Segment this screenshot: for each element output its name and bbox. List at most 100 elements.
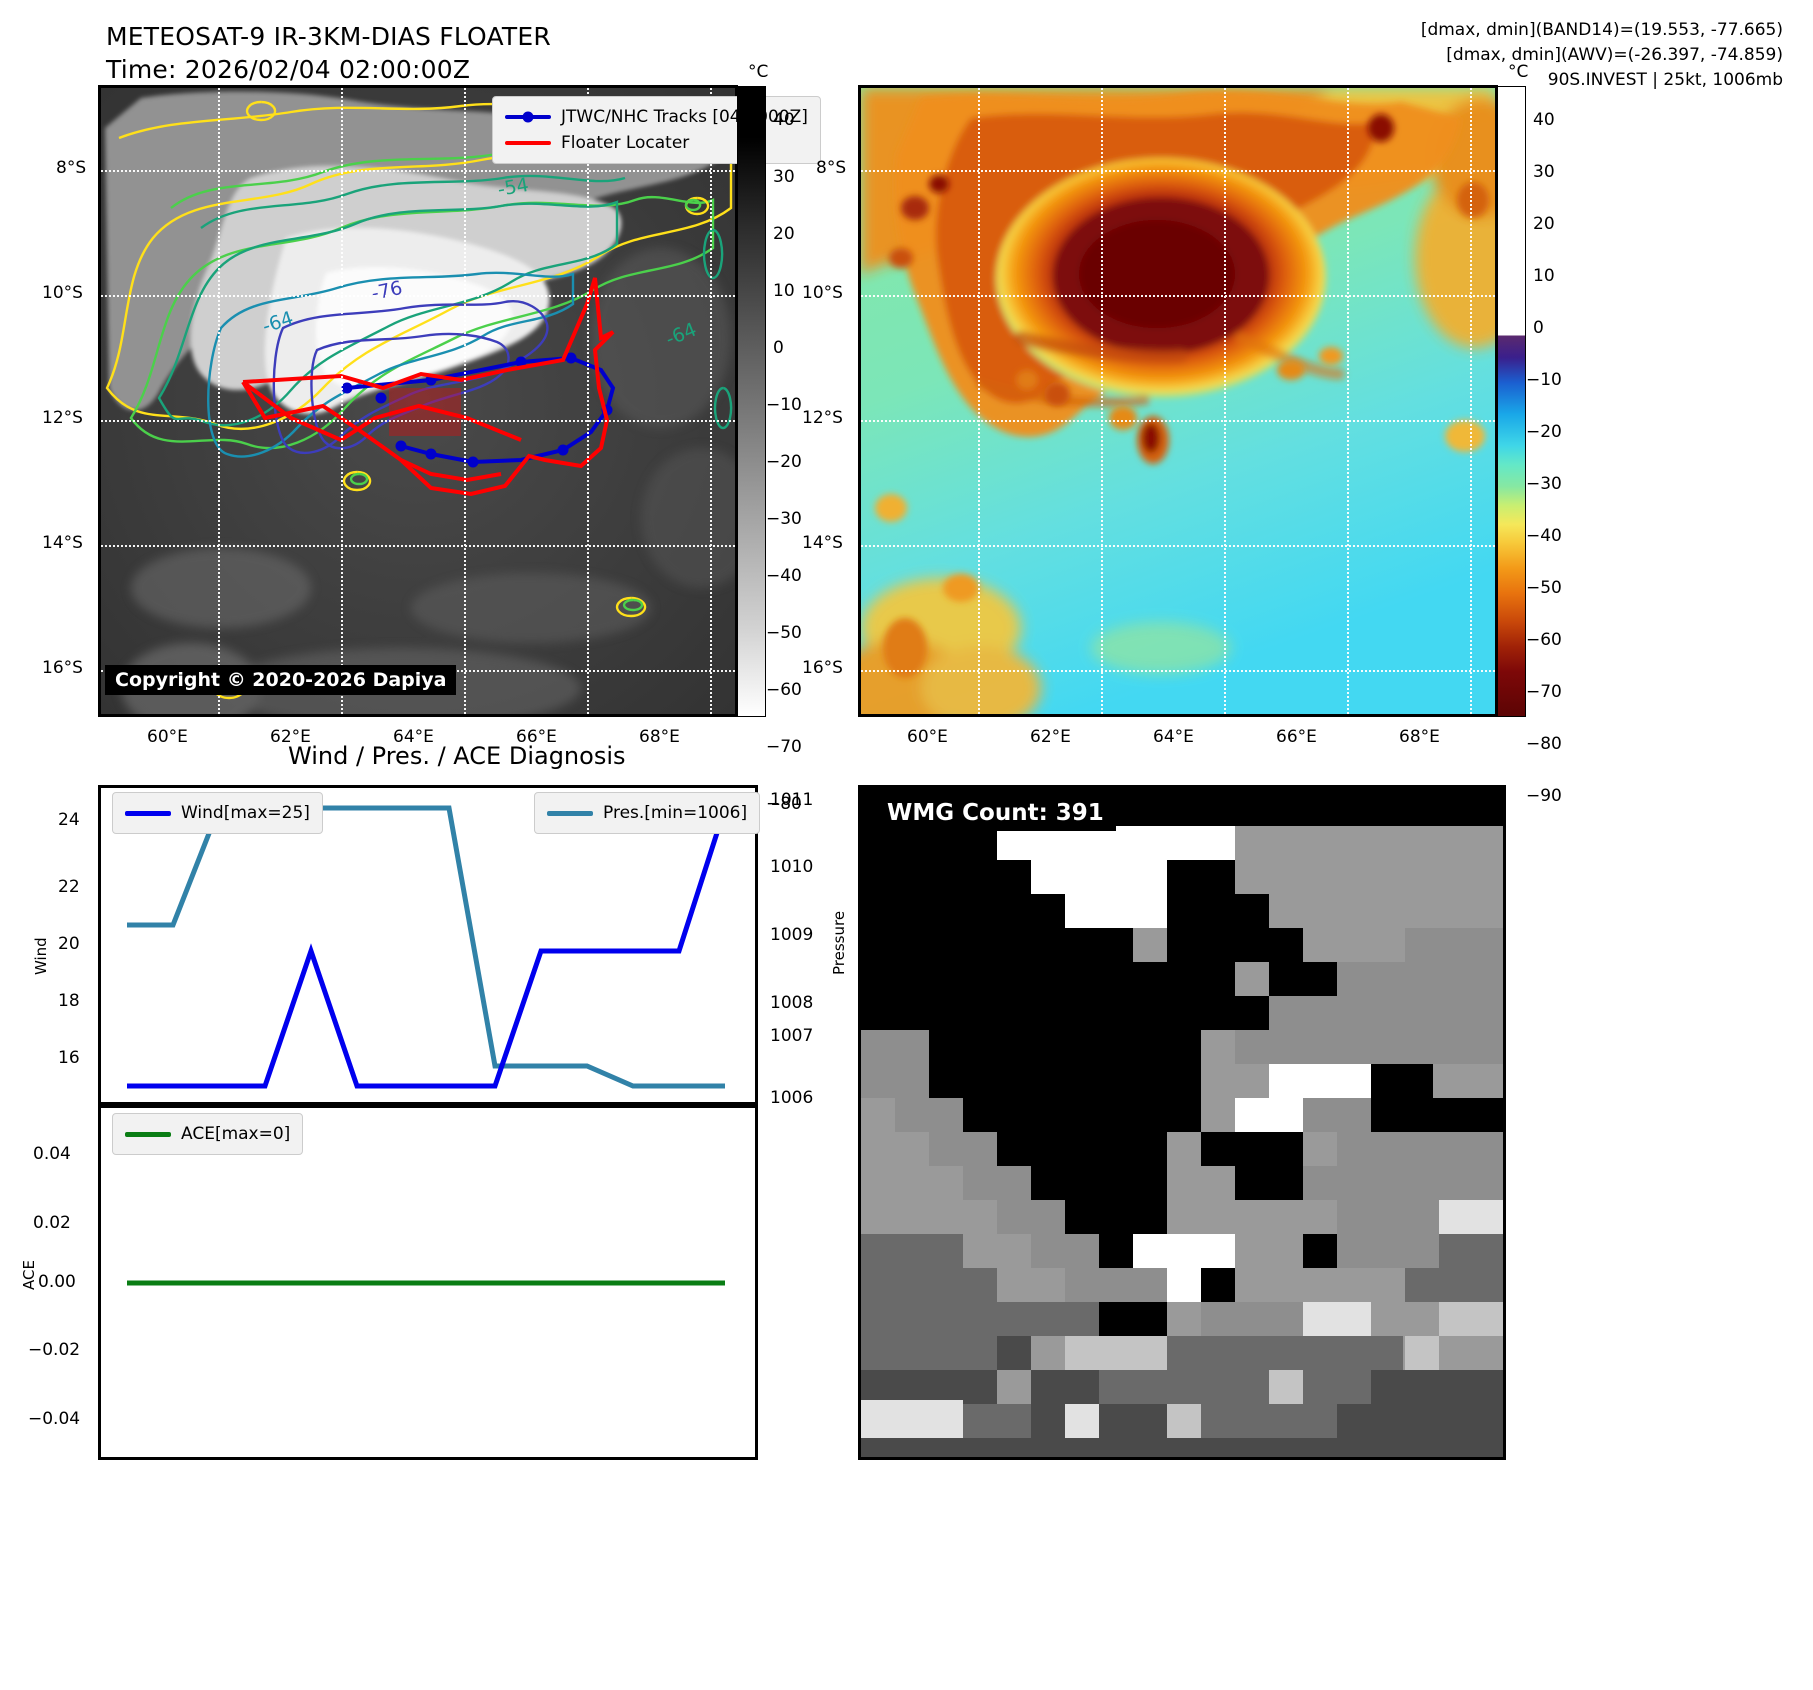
ir-lat-tick: 16°S (42, 658, 83, 678)
ir-cbar-tick: −40 (766, 566, 802, 586)
page-title-line2: Time: 2026/02/04 02:00:00Z (106, 55, 471, 84)
jtwc-track-points (341, 352, 613, 468)
map-gridline-h (101, 420, 735, 422)
diagnosis-title: Wind / Pres. / ACE Diagnosis (288, 742, 626, 770)
map-gridline-v (587, 88, 589, 714)
ace-line-swatch (125, 1131, 171, 1137)
map-gridline-v (341, 88, 343, 714)
ace-axis-label: ACE (20, 1260, 38, 1290)
awv-cbar-tick: 20 (1533, 214, 1555, 234)
wind-axis-label: Wind (32, 937, 50, 975)
awv-cbar-tick: −60 (1526, 630, 1562, 650)
map-gridline-h (861, 545, 1495, 547)
awv-cbar-tick: 10 (1533, 266, 1555, 286)
legend-label-floater: Floater Locater (561, 133, 690, 153)
wind-line-swatch (125, 810, 171, 816)
awv-cbar-tick: 40 (1533, 110, 1555, 130)
awv-enhanced-map[interactable] (858, 85, 1498, 717)
ir-cbar-tick: −60 (766, 680, 802, 700)
wind-axis-tick: 24 (58, 810, 80, 830)
ir-cbar-tick: −10 (766, 395, 802, 415)
legend-item-ace[interactable]: ACE[max=0] (125, 1121, 290, 1147)
ace-axis-tick: 0.00 (38, 1272, 76, 1292)
wind-pressure-canvas (127, 805, 728, 1089)
ace-legend[interactable]: ACE[max=0] (112, 1113, 304, 1155)
map-gridline-h (101, 545, 735, 547)
wmg-canvas (861, 788, 1503, 1457)
ace-axis-tick: −0.02 (28, 1340, 81, 1360)
awv-lon-tick: 62°E (1030, 727, 1071, 747)
wind-legend[interactable]: Wind[max=25] (112, 792, 323, 834)
legend-label-jtwc: JTWC/NHC Tracks [04/0000Z] (561, 107, 808, 127)
map-gridline-h (101, 170, 735, 172)
header-info-storm: 90S.INVEST | 25kt, 1006mb (1547, 70, 1783, 90)
awv-cbar-tick: 30 (1533, 162, 1555, 182)
awv-colorbar (1497, 86, 1526, 717)
ace-axis-tick: 0.04 (33, 1144, 71, 1164)
ir-cbar-tick: −30 (766, 509, 802, 529)
awv-cbar-tick: 0 (1533, 318, 1544, 338)
pressure-line-swatch (547, 810, 593, 816)
ir-map-legend: JTWC/NHC Tracks [04/0000Z] Floater Locat… (492, 96, 821, 164)
awv-lon-tick: 60°E (907, 727, 948, 747)
awv-lon-tick: 66°E (1276, 727, 1317, 747)
wind-axis-tick: 22 (58, 877, 80, 897)
awv-cbar-tick: −90 (1526, 786, 1562, 806)
wind-axis-tick: 16 (58, 1048, 80, 1068)
map-gridline-v (1224, 88, 1226, 714)
map-gridline-h (861, 670, 1495, 672)
ace-plot[interactable] (98, 1105, 758, 1460)
map-gridline-v (710, 88, 712, 714)
map-gridline-v (1347, 88, 1349, 714)
awv-lat-tick: 12°S (802, 408, 843, 428)
map-gridline-v (1101, 88, 1103, 714)
wmg-panel[interactable] (858, 785, 1506, 1460)
awv-lat-tick: 14°S (802, 533, 843, 553)
awv-colorbar-unit: °C (1508, 62, 1529, 82)
ir-lon-tick: 62°E (270, 727, 311, 747)
map-gridline-h (861, 420, 1495, 422)
ir-lon-tick: 60°E (147, 727, 188, 747)
legend-item-pressure[interactable]: Pres.[min=1006] (547, 800, 747, 826)
pressure-axis-tick: 1008 (770, 993, 814, 1013)
awv-lat-tick: 8°S (816, 158, 847, 178)
ir-cbar-tick: 40 (773, 110, 795, 130)
header-info-band14: [dmax, dmin](BAND14)=(19.553, -77.665) (1420, 20, 1783, 40)
page-title: METEOSAT-9 IR-3KM-DIAS FLOATER Time: 202… (106, 22, 551, 84)
ir-cbar-tick: 30 (773, 167, 795, 187)
pressure-axis-label: Pressure (830, 910, 848, 975)
legend-item-floater[interactable]: Floater Locater (505, 130, 808, 156)
ir-floater-map[interactable]: -54 -64 -64 -76 (98, 85, 738, 717)
ir-cbar-tick: −20 (766, 452, 802, 472)
ir-lat-tick: 8°S (56, 158, 87, 178)
ir-map-canvas: -54 -64 -64 -76 (101, 88, 735, 714)
map-gridline-v (464, 88, 466, 714)
ir-lat-tick: 14°S (42, 533, 83, 553)
pressure-legend[interactable]: Pres.[min=1006] (534, 792, 761, 834)
pressure-axis-tick: 1011 (770, 790, 814, 810)
ir-cbar-tick: 10 (773, 281, 795, 301)
awv-map-canvas (861, 88, 1495, 714)
jtwc-line-swatch (505, 111, 551, 123)
awv-cbar-tick: −70 (1526, 682, 1562, 702)
wind-series-line (127, 807, 728, 1089)
map-gridline-v (218, 88, 220, 714)
awv-lat-tick: 10°S (802, 283, 843, 303)
page-title-line1: METEOSAT-9 IR-3KM-DIAS FLOATER (106, 22, 551, 51)
pressure-axis-tick: 1006 (770, 1088, 814, 1108)
wind-axis-tick: 18 (58, 991, 80, 1011)
ir-cbar-tick: −80 (766, 794, 802, 814)
pressure-axis-tick: 1007 (770, 1026, 814, 1046)
map-gridline-v (1470, 88, 1472, 714)
header-info-awv: [dmax, dmin](AWV)=(-26.397, -74.859) (1446, 45, 1783, 65)
legend-item-wind[interactable]: Wind[max=25] (125, 800, 310, 826)
ir-cbar-tick: 0 (773, 338, 784, 358)
awv-cbar-tick: −50 (1526, 578, 1562, 598)
ace-canvas (127, 1280, 725, 1286)
ir-cbar-tick: −50 (766, 623, 802, 643)
map-gridline-h (861, 170, 1495, 172)
awv-cbar-tick: −30 (1526, 474, 1562, 494)
wind-pressure-plot[interactable] (98, 785, 758, 1105)
awv-cbar-tick: −20 (1526, 422, 1562, 442)
ace-axis-tick: −0.04 (28, 1409, 81, 1429)
